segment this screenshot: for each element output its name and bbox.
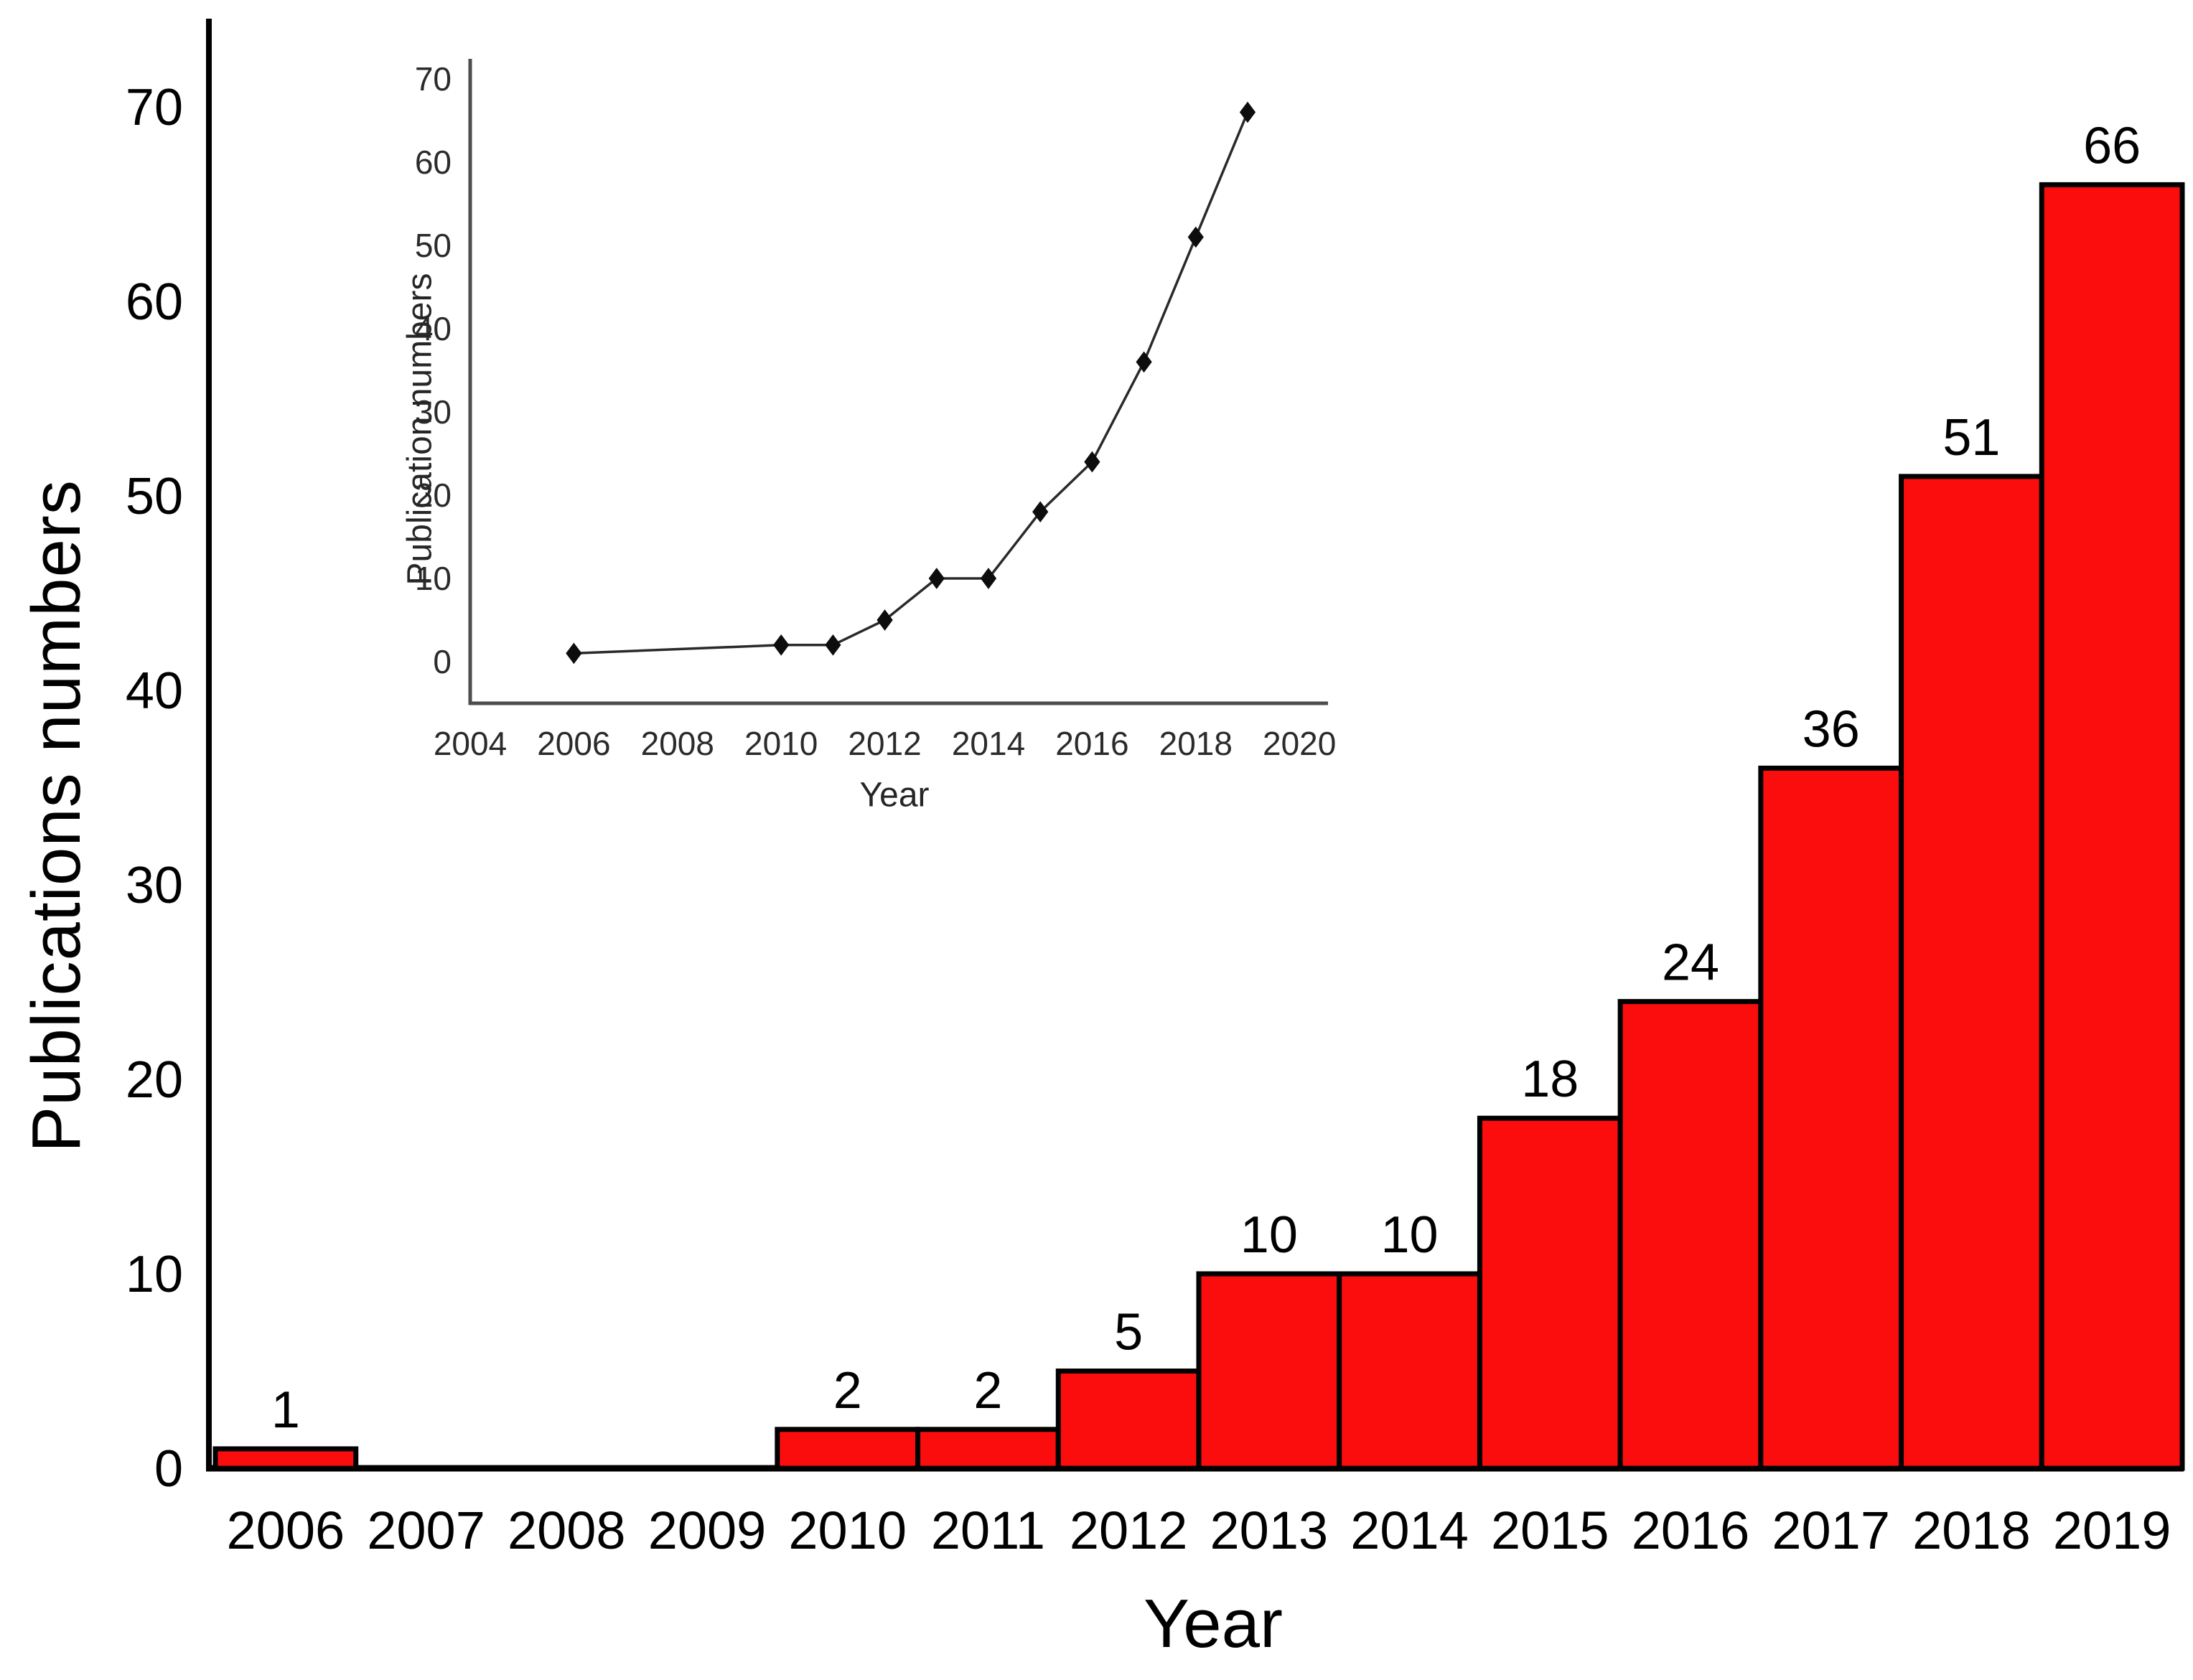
main-xtick-2018: 2018	[1912, 1501, 2031, 1560]
bar-2013	[1196, 1271, 1342, 1471]
main-xtick-2006: 2006	[227, 1501, 345, 1560]
inset-ytick-20: 20	[415, 477, 452, 514]
main-xtick-2012: 2012	[1070, 1501, 1188, 1560]
bar-value-label-2014: 10	[1381, 1206, 1439, 1264]
bar-value-label-2010: 2	[833, 1362, 862, 1419]
bar-2011	[915, 1427, 1061, 1471]
main-ytick-60: 60	[126, 273, 183, 331]
inset-xtick-2010: 2010	[744, 725, 818, 762]
inset-xtick-2004: 2004	[434, 725, 507, 762]
inset-marker-2006	[566, 642, 582, 665]
inset-ytick-50: 50	[415, 227, 452, 264]
main-xtick-2011: 2011	[931, 1501, 1045, 1560]
main-xtick-2008: 2008	[508, 1501, 626, 1560]
bar-value-label-2013: 10	[1240, 1206, 1298, 1264]
bar-2015	[1477, 1115, 1623, 1471]
inset-xtick-2014: 2014	[952, 725, 1025, 762]
inset-ytick-60: 60	[415, 144, 452, 181]
main-ytick-70: 70	[126, 79, 183, 136]
main-ytick-10: 10	[126, 1246, 183, 1303]
bar-2012	[1055, 1369, 1202, 1471]
main-xtick-2016: 2016	[1632, 1501, 1750, 1560]
inset-marker-2014	[980, 568, 997, 589]
main-xtick-2017: 2017	[1772, 1501, 1890, 1560]
main-xtick-2007: 2007	[367, 1501, 485, 1560]
main-xtick-2014: 2014	[1350, 1501, 1469, 1560]
main-ytick-30: 30	[126, 857, 183, 914]
inset-ytick-40: 40	[415, 310, 452, 347]
inset-marker-2012	[876, 609, 893, 631]
inset-ytick-30: 30	[415, 393, 452, 431]
main-xtick-2010: 2010	[788, 1501, 907, 1560]
inset-xtick-2008: 2008	[641, 725, 714, 762]
inset-marker-2011	[825, 634, 841, 656]
inset-series-line	[574, 111, 1249, 655]
inset-marker-2010	[773, 634, 790, 656]
bar-value-label-2006: 1	[271, 1381, 300, 1439]
main-xtick-2009: 2009	[648, 1501, 767, 1560]
inset-marker-2013	[928, 568, 945, 589]
main-xtick-2013: 2013	[1210, 1501, 1329, 1560]
inset-y-axis-title: Publication numbers	[401, 273, 439, 586]
bar-value-label-2011: 2	[973, 1362, 1002, 1419]
bar-value-label-2017: 36	[1802, 700, 1860, 758]
inset-marker-2017	[1136, 351, 1152, 373]
bar-2010	[775, 1427, 921, 1471]
main-ytick-40: 40	[126, 662, 183, 720]
inset-xtick-2018: 2018	[1159, 725, 1233, 762]
bar-2018	[1899, 474, 2044, 1471]
inset-x-axis-title: Year	[859, 776, 930, 815]
inset-marker-2015	[1032, 501, 1049, 523]
inset-ytick-10: 10	[415, 560, 452, 597]
main-ytick-0: 0	[154, 1440, 183, 1498]
main-ytick-20: 20	[126, 1051, 183, 1109]
bar-value-label-2018: 51	[1942, 409, 2000, 466]
bar-value-label-2015: 18	[1521, 1051, 1579, 1108]
bar-value-label-2012: 5	[1114, 1304, 1143, 1361]
bar-2016	[1617, 999, 1764, 1471]
bar-2017	[1758, 765, 1904, 1471]
inset-marker-2016	[1084, 451, 1100, 473]
bar-2014	[1337, 1271, 1482, 1471]
inset-xtick-2012: 2012	[848, 725, 921, 762]
inset-ytick-0: 0	[433, 643, 452, 680]
inset-marker-2019	[1239, 101, 1256, 123]
inset-xtick-2016: 2016	[1055, 725, 1128, 762]
inset-marker-2018	[1187, 226, 1204, 248]
inset-xtick-2006: 2006	[537, 725, 610, 762]
main-xtick-2019: 2019	[2053, 1501, 2171, 1560]
bar-value-label-2019: 66	[2083, 117, 2141, 174]
main-ytick-50: 50	[126, 468, 183, 525]
inset-ytick-70: 70	[415, 60, 452, 98]
bar-value-label-2016: 24	[1662, 934, 1719, 992]
bar-2006	[212, 1446, 359, 1471]
main-x-axis-title: Year	[1144, 1585, 1283, 1662]
main-y-axis-title: Publications numbers	[18, 479, 95, 1153]
bar-2019	[2039, 182, 2185, 1471]
main-xtick-2015: 2015	[1491, 1501, 1609, 1560]
inset-xtick-2020: 2020	[1263, 725, 1336, 762]
